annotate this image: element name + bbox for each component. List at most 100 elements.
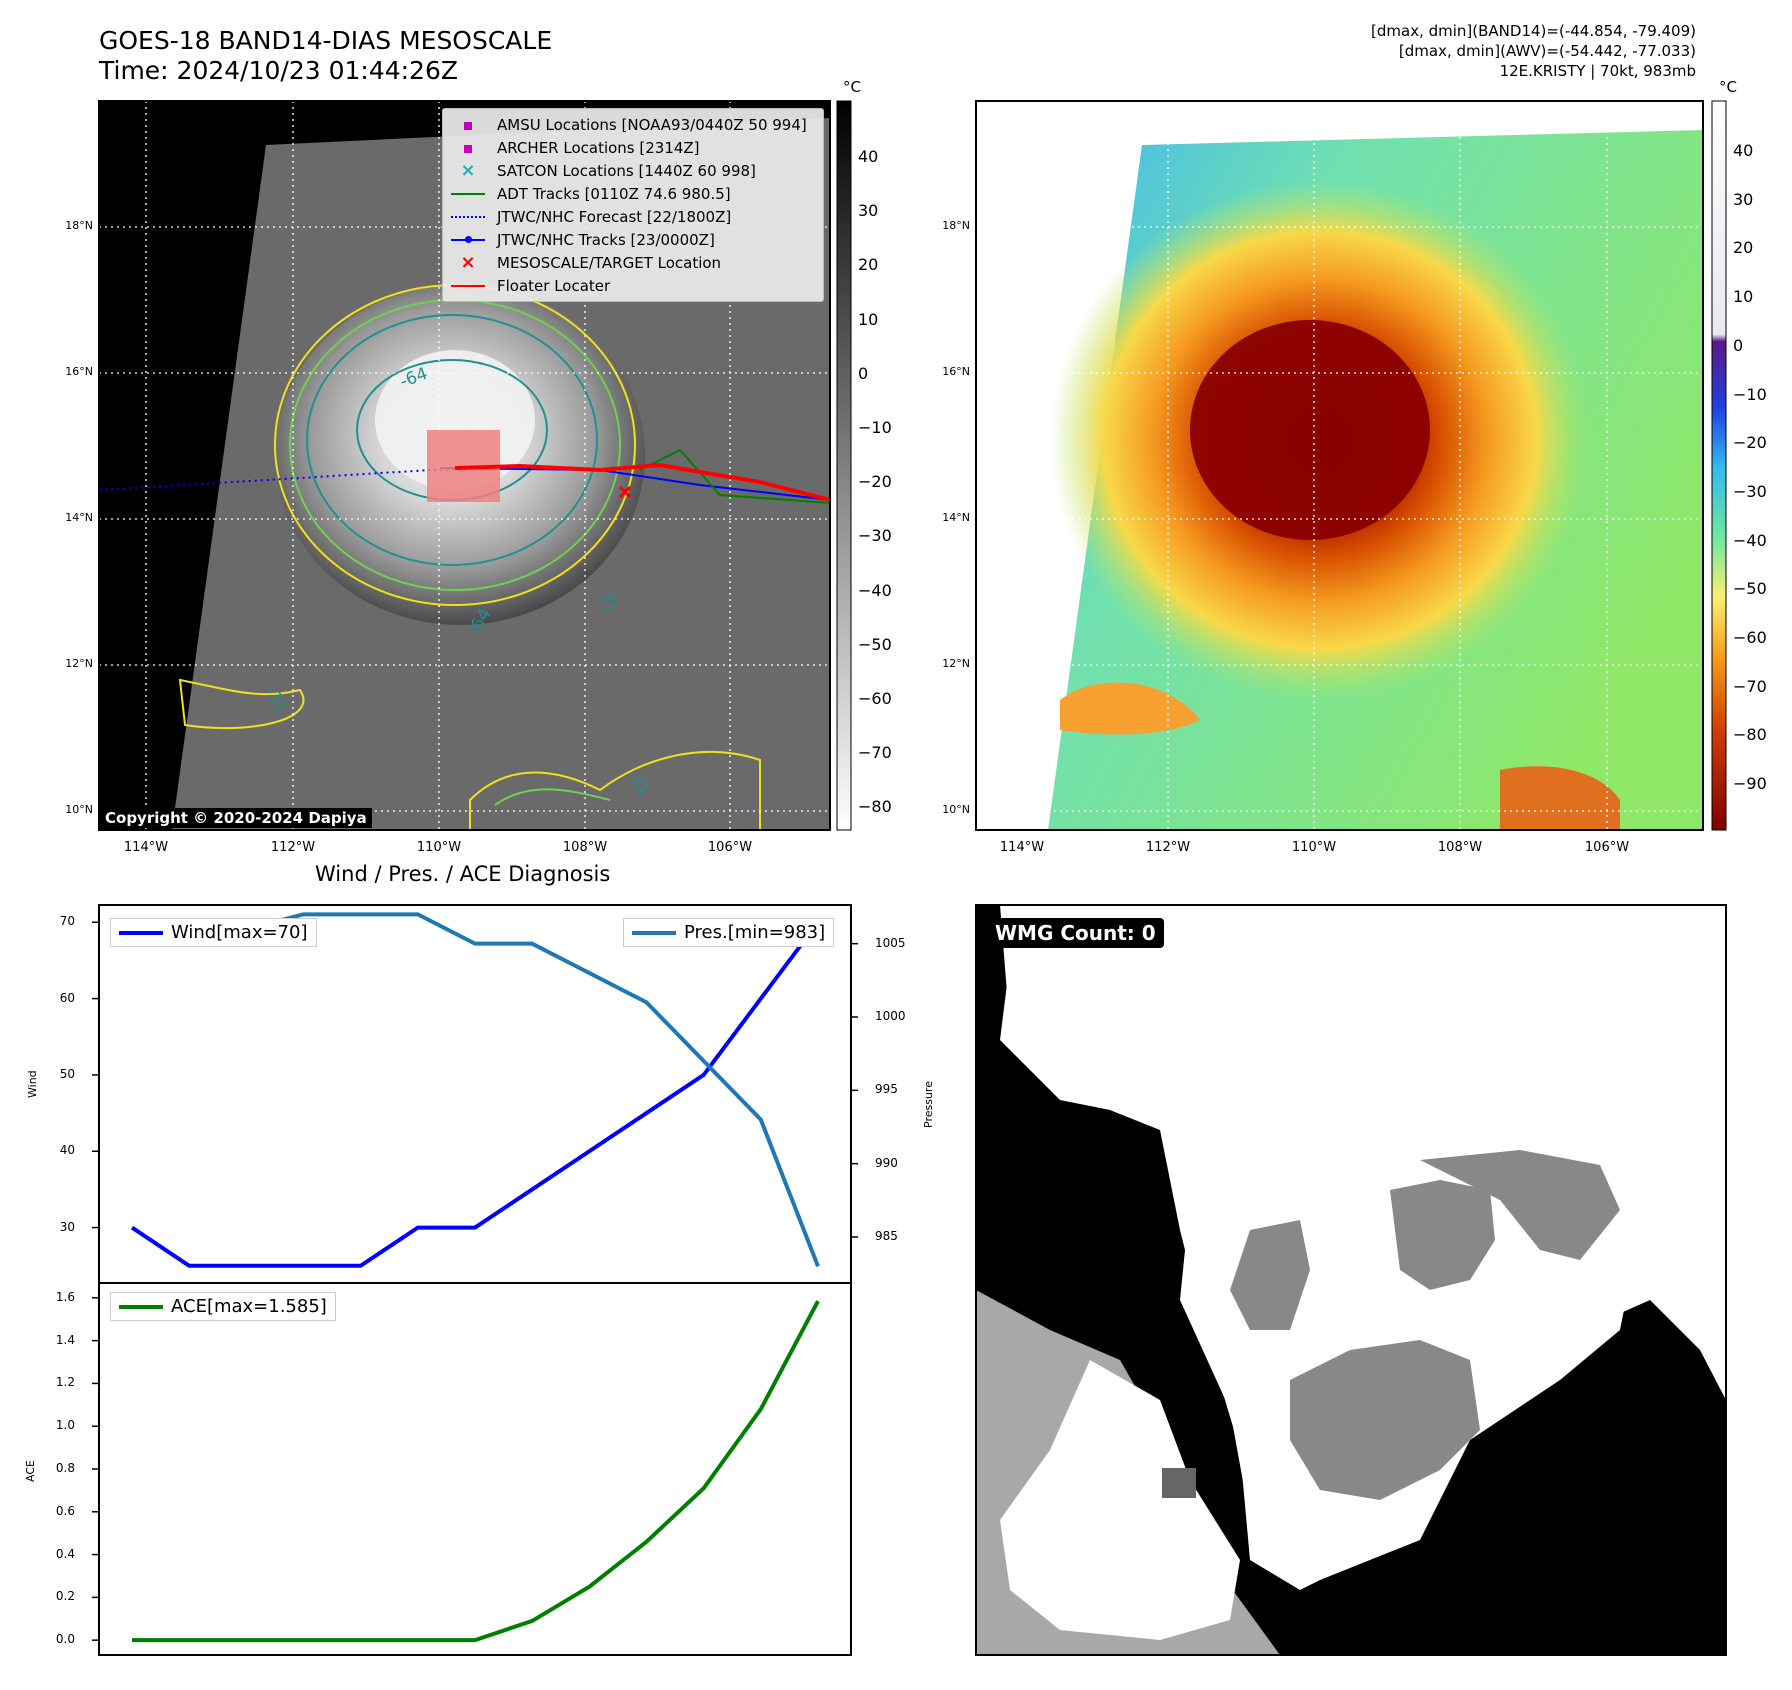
axis-ticks-group (92, 921, 858, 1641)
lon-label: 114°W (123, 840, 169, 855)
ir-colorbar (836, 100, 852, 831)
diagnosis-title: Wind / Pres. / ACE Diagnosis (315, 862, 611, 886)
colorbar-tick-label: −80 (1733, 725, 1767, 745)
contour-yellow (274, 284, 636, 606)
pressure-series-group (132, 912, 820, 1268)
colorbar-tick-label: −10 (858, 418, 892, 437)
contour-label: -31 (624, 766, 654, 799)
colorbar-tick-label: −40 (1733, 530, 1767, 550)
lon-label: 110°W (1291, 840, 1337, 855)
wind-tick-label: 50 (59, 1066, 75, 1081)
legend-entry: ARCHER Locations [2314Z] (443, 136, 823, 159)
colorbar-tick-label: 10 (858, 309, 879, 329)
timestamp: Time: 2024/10/23 01:44:26Z (99, 56, 458, 85)
ace-series-group (132, 1300, 820, 1643)
legend-marker-icon (451, 277, 485, 295)
legend-entry-label: MESOSCALE/TARGET Location (497, 253, 722, 272)
meta-band14-range: [dmax, dmin](BAND14)=(-44.854, -79.409) (1371, 22, 1696, 40)
ace-tick-label: 0.2 (55, 1589, 75, 1604)
awv-frame (975, 100, 1704, 831)
ir-legend: AMSU Locations [NOAA93/0440Z 50 994] ARCH… (442, 108, 824, 302)
pressure-tick-label: 995 (875, 1082, 898, 1097)
ace-tick-label: 1.6 (55, 1289, 75, 1304)
lat-label: 12°N (942, 657, 970, 670)
ace-legend: ACE[max=1.585] (110, 1292, 336, 1321)
storm-info: 12E.KRISTY | 70kt, 983mb (1499, 62, 1696, 80)
lon-label: 106°W (1584, 840, 1630, 855)
ace-line (132, 1300, 820, 1643)
colorbar-tick-label: 40 (858, 147, 879, 166)
legend-entry: × MESOSCALE/TARGET Location (443, 251, 823, 274)
legend-marker-icon (451, 185, 485, 203)
awv-colorbar-unit: °C (1719, 78, 1737, 96)
ace-tick-label: 1.0 (55, 1418, 75, 1433)
legend-entry-label: ADT Tracks [0110Z 74.6 980.5] (497, 184, 731, 203)
floater-track (454, 462, 830, 502)
ace-tick-label: 1.2 (55, 1375, 75, 1390)
chart-title: GOES-18 BAND14-DIAS MESOSCALE (99, 26, 553, 55)
colorbar-tick-label: −80 (858, 797, 892, 817)
legend-entry: ADT Tracks [0110Z 74.6 980.5] (443, 182, 823, 205)
contour-label: -31 (594, 583, 622, 616)
awv-map-background (976, 101, 1703, 830)
copyright-label: Copyright © 2020-2024 Dapiya (100, 808, 372, 828)
contour-label: -64 (464, 604, 496, 640)
lat-label: 10°N (65, 803, 93, 816)
legend-marker-icon (451, 116, 485, 134)
awv-colorbar (1711, 100, 1727, 831)
wmg-dark-region (976, 905, 1726, 1655)
legend-marker-icon (451, 208, 485, 226)
colorbar-tick-label: 40 (1733, 141, 1754, 160)
lat-label: 16°N (942, 365, 970, 378)
wind-line (130, 921, 820, 1268)
nhc-track (439, 467, 830, 501)
pressure-tick-label: 985 (875, 1229, 898, 1243)
wind-tick-label: 70 (59, 914, 75, 929)
colorbar-tick-label: 0 (1733, 335, 1744, 355)
wind-axis-label: Wind (26, 1070, 39, 1098)
awv-storm-core (1050, 180, 1590, 700)
ir-colorbar-unit: °C (843, 78, 861, 96)
colorbar-tick-label: −20 (1733, 433, 1767, 453)
colorbar-tick-label: −30 (858, 526, 892, 546)
legend-marker-icon: × (460, 252, 476, 273)
wind-tick-label: 60 (59, 990, 75, 1005)
legend-entry-label: Floater Locater (497, 276, 611, 295)
contour-label: -31 (262, 683, 292, 716)
colorbar-tick-label: 30 (1733, 189, 1754, 209)
colorbar-tick-label: −90 (1733, 774, 1767, 794)
wind-tick-label: 30 (59, 1219, 75, 1234)
ace-tick-label: 1.4 (55, 1332, 75, 1347)
wind-legend-swatch (119, 930, 163, 935)
legend-marker-icon (451, 231, 485, 249)
colorbar-tick-label: −30 (1733, 481, 1767, 501)
lat-label: 14°N (942, 511, 970, 524)
lat-label: 12°N (65, 657, 93, 670)
colorbar-tick-label: 20 (858, 255, 879, 275)
legend-marker-icon: × (460, 160, 476, 181)
contour-green (289, 299, 621, 591)
lon-label: 114°W (999, 840, 1045, 855)
colorbar-tick-label: −20 (858, 472, 892, 492)
wind-tick-label: 40 (59, 1143, 75, 1158)
colorbar-tick-label: 0 (858, 363, 869, 383)
pressure-axis-label: Pressure (922, 1081, 935, 1128)
ace-tick-label: 0.4 (55, 1546, 75, 1561)
pressure-legend-swatch (632, 930, 676, 935)
ace-tick-label: 0.8 (55, 1461, 75, 1475)
colorbar-tick-label: 30 (858, 201, 879, 221)
legend-entry-label: ARCHER Locations [2314Z] (497, 138, 700, 157)
wind-pres-frame (98, 904, 852, 1284)
ace-tick-label: 0.6 (55, 1503, 75, 1518)
ir-storm-cloud (275, 285, 645, 625)
target-box (427, 430, 500, 502)
colorbar-tick-label: −40 (858, 580, 892, 600)
ace-axis-label: ACE (24, 1460, 37, 1482)
contour-label: -64 (397, 363, 431, 393)
legend-entry: × SATCON Locations [1440Z 60 998] (443, 159, 823, 182)
wmg-gray-cell (1390, 1180, 1495, 1290)
pressure-tick-label: 1000 (875, 1009, 906, 1023)
colorbar-tick-label: −70 (1733, 676, 1767, 696)
wmg-count-badge: WMG Count: 0 (987, 918, 1164, 948)
pressure-tick-label: 1005 (875, 935, 906, 950)
